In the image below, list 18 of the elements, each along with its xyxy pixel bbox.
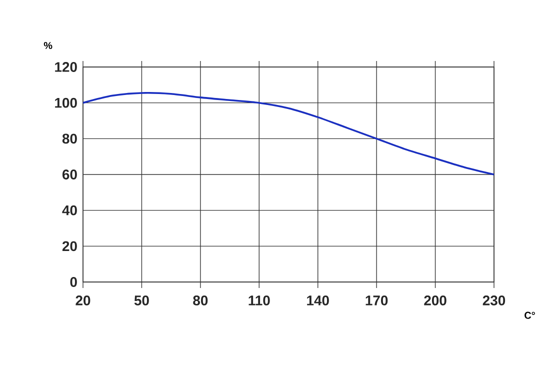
y-tick-label: 120 [55,62,77,72]
x-tick-label: 140 [307,296,329,306]
y-tick-label: 40 [62,205,77,216]
x-tick-label: 50 [134,296,149,306]
x-tick-label: 200 [424,296,446,306]
y-tick-label: 0 [70,277,77,287]
x-axis-title: C° [524,312,535,319]
y-tick-label: 80 [62,134,77,144]
x-tick-label: 110 [248,296,270,306]
x-tick-label: 20 [76,296,90,306]
y-tick-label: 60 [62,170,77,180]
x-tick-label: 230 [482,296,506,306]
y-tick-label: 100 [55,98,77,108]
y-tick-label: 20 [62,241,77,252]
line-series [83,92,494,176]
x-tick-label: 170 [366,296,388,306]
x-tick-label: 80 [193,296,208,306]
y-axis-title: % [44,42,52,49]
